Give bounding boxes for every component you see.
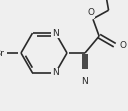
Text: N: N xyxy=(52,29,59,38)
Text: O: O xyxy=(87,8,94,17)
Text: N: N xyxy=(52,68,59,77)
Text: O: O xyxy=(120,41,127,50)
Text: Br: Br xyxy=(0,49,4,57)
Text: N: N xyxy=(82,77,88,86)
